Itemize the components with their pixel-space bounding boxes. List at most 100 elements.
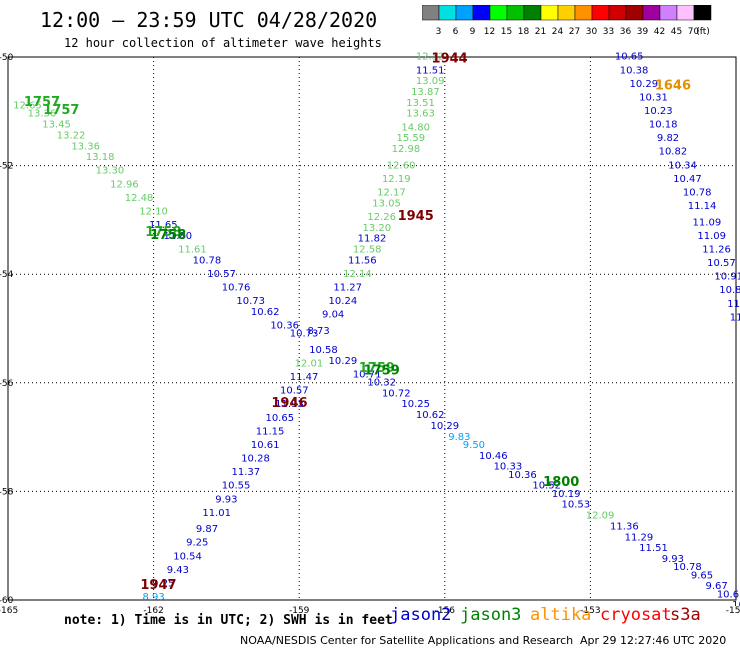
wave-height-label: 14.80 [401,122,430,133]
wave-height-label: 11.29 [625,532,654,543]
wave-height-label: 11.26 [702,244,731,255]
wave-height-label: 10.84 [719,285,740,296]
wave-height-label: 12.60 [387,160,416,171]
wave-height-label: 11.37 [231,467,260,478]
wave-height-label: 10.46 [479,451,508,462]
wave-height-label: 11.82 [358,234,387,245]
wave-height-label: 10.65 [717,589,740,600]
wave-height-label: 11.09 [697,231,726,242]
wave-height-label: 10.18 [649,120,678,131]
wave-height-label: 10.33 [494,462,523,473]
wave-height-label: 10.31 [639,92,668,103]
scale-tick-label: 33 [603,27,614,37]
satellite-legend-jason2: jason2 [390,605,452,625]
wave-height-label: 11.93 [275,399,304,410]
wave-height-label: 11.15 [256,426,285,437]
wave-height-label: 9.65 [691,570,713,581]
scale-tick-label: 24 [552,27,564,37]
wave-height-label: 9.67 [705,581,727,592]
wave-height-label: 12.58 [353,244,382,255]
wave-height-label: 11.14 [688,201,717,212]
track-jason3: 12.6513.3613.4513.2213.3613.1813.3012.96… [13,95,740,606]
wave-height-label: 12.65 [13,101,42,112]
scale-tick-label: 45 [671,27,682,37]
wave-height-label: 12.96 [110,179,139,190]
scale-tick-label: 12 [484,27,495,37]
wave-height-label: 10.76 [222,282,251,293]
wave-height-label: 10.57 [280,386,309,397]
wave-height-label: 11.36 [610,521,639,532]
wave-height-label: 13.45 [42,120,71,131]
wave-height-label: 9.93 [662,554,684,565]
wave-height-label: 12.10 [139,206,168,217]
wave-height-label: 9.25 [186,538,208,549]
wave-height-label: 11.01 [202,508,231,519]
wave-height-label: 10.28 [241,454,270,465]
wave-height-label: 10.23 [644,106,673,117]
page-title: 12:00 – 23:59 UTC 04/28/2020 [40,8,378,32]
pass-time-label: 1758 [150,228,186,243]
wave-height-label: 12.01 [295,359,324,370]
lat-tick-label: -50 [0,53,14,63]
scale-tick-label: 70 [688,27,700,37]
wave-height-label: 12.32 [416,52,445,63]
wave-height-label: 10.62 [251,307,280,318]
wave-height-label: 10.73 [236,296,265,307]
wave-height-label: 13.20 [363,223,392,234]
wave-height-label: 13.22 [57,130,86,141]
scale-unit-label: (ft) [696,27,710,37]
scale-swatch [693,5,712,21]
wave-height-label: 10.65 [265,413,294,424]
wave-height-label: 10.58 [309,345,338,356]
wave-height-label: 9.43 [167,565,189,576]
wave-height-label: 12.48 [125,193,154,204]
pass-time-label: 1759 [359,361,395,376]
scale-tick-label: 27 [569,27,580,37]
wave-height-label: 10.65 [615,52,644,63]
wave-height-label: 9.93 [215,494,237,505]
wave-height-label: 11.61 [178,244,207,255]
wave-height-label: 12.09 [586,511,615,522]
wave-height-label: 10.36 [270,321,299,332]
lat-tick-label: -54 [0,270,14,280]
wave-height-label: 12.26 [367,212,396,223]
wave-height-label: 10.38 [620,65,649,76]
pass-time-label: 1757 [24,95,60,110]
lat-tick-label: -60 [0,596,14,606]
scale-tick-label: 15 [501,27,512,37]
wave-height-label: 9.87 [196,524,218,535]
wave-height-label: 10.57 [207,269,236,280]
wave-height-label: 11.56 [348,255,377,266]
satellite-legend-altika: altika [530,605,592,625]
wave-height-label: 10.91 [714,272,740,283]
wave-height-label: 10.71 [353,369,382,380]
wave-height-label: 10.55 [222,481,251,492]
wave-height-label: 10.62 [416,410,445,421]
scale-tick-label: 9 [470,27,476,37]
wave-height-label: 12.98 [392,144,421,155]
footer-note: note: 1) Time is in UTC; 2) SWH is in fe… [64,613,393,628]
wave-height-label: 10.29 [430,421,459,432]
scale-tick-label: 30 [586,27,598,37]
wave-height-label: 10.54 [173,551,202,562]
wave-height-label: 10.47 [673,174,702,185]
track-layer: 12.6513.3613.4513.2213.3613.1813.3012.96… [13,51,740,606]
pass-time-label: 1646 [655,79,691,94]
credit-line: NOAA/NESDIS Center for Satellite Applica… [240,634,574,647]
wave-height-label: 10.19 [552,489,581,500]
wave-height-label: 10.52 [532,481,561,492]
wave-height-label: 13.18 [86,152,115,163]
wave-height-label: 10.73 [290,329,319,340]
lat-tick-label: -58 [0,487,14,497]
wave-height-label: 10.78 [193,255,222,266]
wave-height-label: 9.25 [152,578,174,589]
wave-height-label: 13.30 [96,166,125,177]
wave-height-label: 13.36 [28,109,57,120]
wave-height-label: 10.53 [562,500,591,511]
color-scale-legend: 3 6 9 12 15 18 21 24 27 30 33 36 39 42 45 70(ft) [422,5,712,37]
wave-height-label: 10.72 [382,388,411,399]
wave-height-label: 11.09 [693,217,722,228]
wave-height-label: 9.82 [657,133,679,144]
scale-tick-label: 21 [535,27,546,37]
